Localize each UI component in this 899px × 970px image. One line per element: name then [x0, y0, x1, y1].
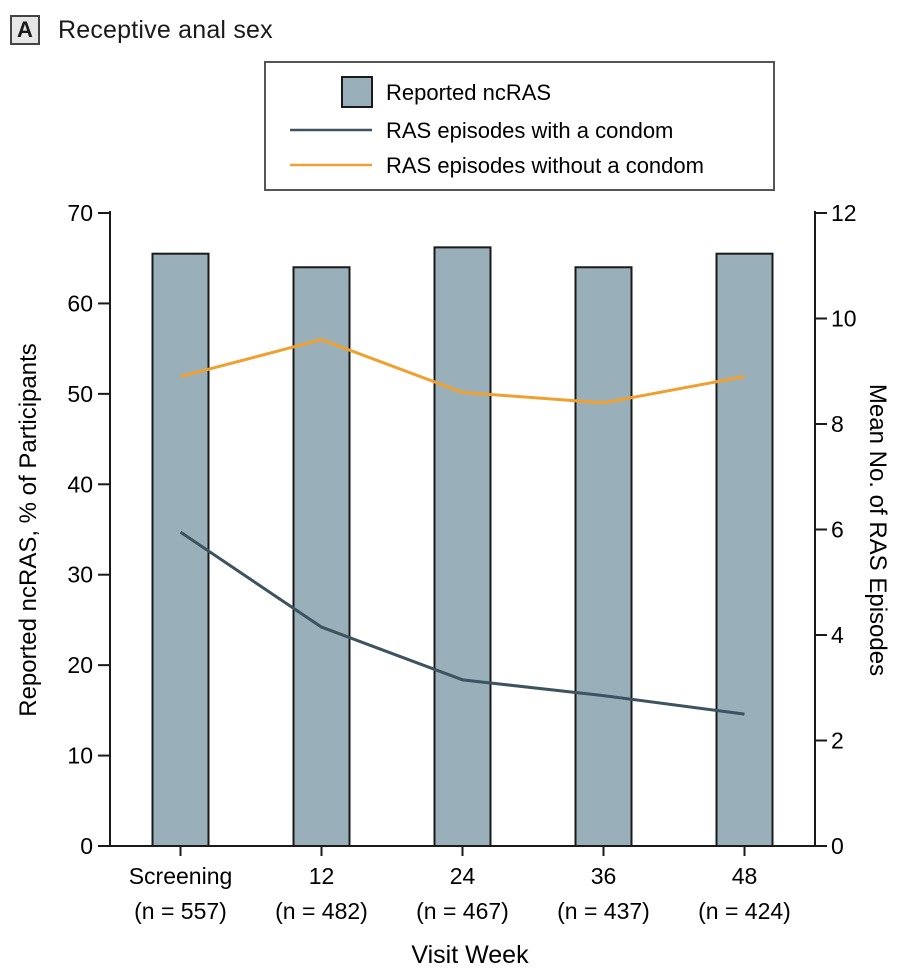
- y-right-tick-label-2: 4: [831, 622, 844, 648]
- x-tick-label-3: 36: [591, 863, 617, 889]
- y-left-tick-label-6: 60: [67, 290, 93, 316]
- bar-0: [151, 252, 210, 847]
- legend-label-condom: RAS episodes with a condom: [386, 118, 673, 143]
- y-left-tick-label-1: 10: [67, 743, 93, 769]
- legend-label-no-condom: RAS episodes without a condom: [386, 153, 704, 178]
- y-left-tick-label-5: 50: [67, 381, 93, 407]
- x-tick-n-2: (n = 467): [416, 898, 509, 924]
- y-right-tick-label-4: 8: [831, 411, 844, 437]
- panel-title: Receptive anal sex: [58, 15, 273, 44]
- panel-header: A Receptive anal sex: [10, 12, 273, 48]
- y-axis-left-label: Reported ncRAS, % of Participants: [15, 343, 42, 717]
- x-tick-label-1: 12: [309, 863, 335, 889]
- x-axis-label: Visit Week: [411, 941, 529, 969]
- bar-2: [433, 246, 492, 847]
- y-left-tick-label-2: 20: [67, 652, 93, 678]
- x-tick-label-0: Screening: [129, 863, 233, 889]
- panel-letter: A: [10, 15, 40, 45]
- x-tick-n-4: (n = 424): [698, 898, 791, 924]
- y-left-tick-label-3: 30: [67, 562, 93, 588]
- y-right-tick-label-0: 0: [831, 833, 844, 859]
- legend-label-bar: Reported ncRAS: [386, 80, 551, 105]
- x-tick-n-1: (n = 482): [275, 898, 368, 924]
- y-right-tick-label-1: 2: [831, 728, 844, 754]
- x-tick-label-4: 48: [732, 863, 758, 889]
- y-right-tick-label-5: 10: [831, 306, 857, 332]
- x-tick-n-3: (n = 437): [557, 898, 650, 924]
- legend-swatch-bar: [341, 76, 373, 108]
- bar-3: [574, 266, 633, 847]
- y-left-tick-label-4: 40: [67, 471, 93, 497]
- line-without-condom: [180, 338, 745, 405]
- bar-4: [715, 252, 774, 847]
- y-right-tick-label-6: 12: [831, 200, 857, 226]
- y-axis-right-label: Mean No. of RAS Episodes: [864, 384, 891, 676]
- x-tick-label-2: 24: [450, 863, 476, 889]
- legend: Reported ncRAS RAS episodes with a condo…: [264, 61, 775, 191]
- y-left-tick-label-0: 0: [80, 833, 93, 859]
- x-tick-n-0: (n = 557): [134, 898, 227, 924]
- y-right-tick-label-3: 6: [831, 517, 844, 543]
- line-with-condom: [179, 530, 745, 716]
- y-left-tick-label-7: 70: [67, 200, 93, 226]
- bar-1: [292, 266, 351, 847]
